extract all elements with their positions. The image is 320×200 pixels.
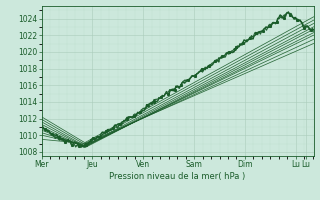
X-axis label: Pression niveau de la mer( hPa ): Pression niveau de la mer( hPa ) xyxy=(109,172,246,181)
